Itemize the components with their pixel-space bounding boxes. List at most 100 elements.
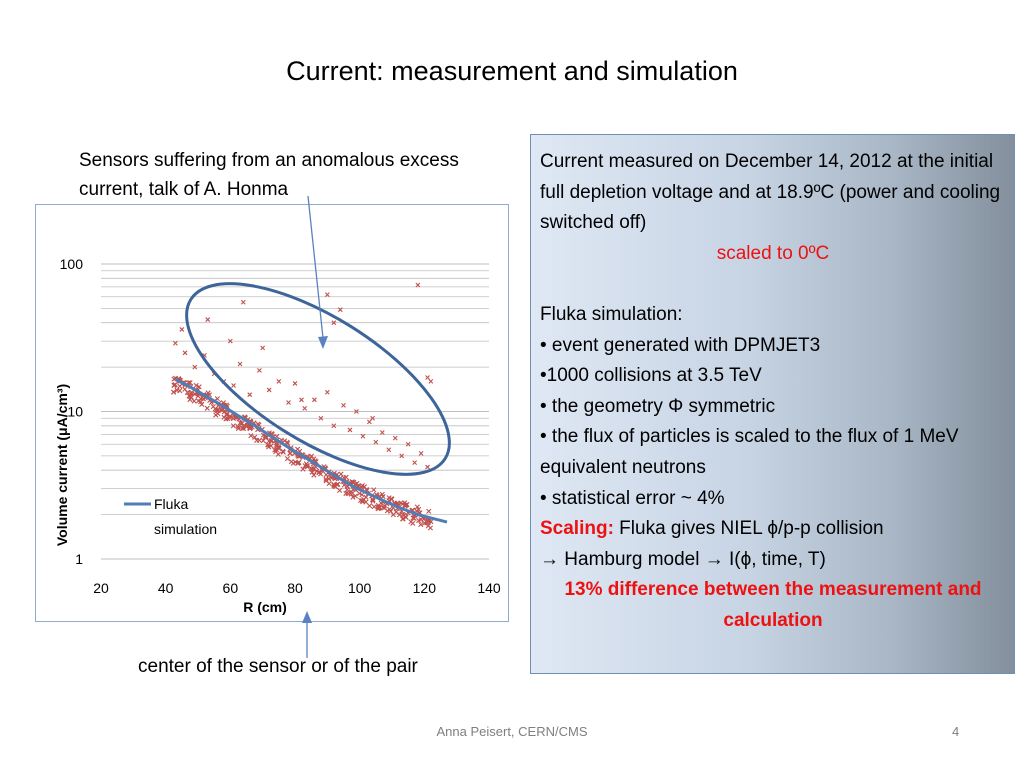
measurement-point — [427, 525, 434, 531]
anomalous-point — [324, 389, 330, 395]
measurement-point — [369, 496, 376, 503]
measurement-point — [352, 493, 358, 499]
anomalous-point — [386, 447, 392, 453]
anomalous-point — [312, 397, 317, 403]
anomalous-point — [418, 451, 424, 456]
anomalous-point — [247, 392, 253, 398]
scaling-text: Fluka gives NIEL ϕ/p-p collision — [613, 518, 884, 540]
anomalous-point — [240, 299, 246, 305]
anomalous-point — [302, 405, 308, 411]
difference-note: 13% difference between the measurement a… — [564, 579, 982, 631]
page-number: 4 — [952, 724, 960, 739]
x-tick-label: 60 — [223, 580, 239, 596]
y-axis-title: Volume current (μA/cm³) — [54, 384, 70, 546]
measurement-point — [204, 405, 210, 411]
measurement-conditions: Current measured on December 14, 2012 at… — [540, 151, 1001, 234]
measurement-point — [363, 499, 369, 505]
y-tick-label: 10 — [67, 404, 83, 420]
measurement-point — [416, 517, 422, 524]
measurement-anomalous-markers — [172, 282, 434, 470]
anomalous-point — [425, 375, 430, 380]
measurement-point — [381, 503, 387, 509]
anomalous-point — [276, 379, 282, 384]
x-tick-label: 40 — [158, 580, 174, 596]
measurement-point — [363, 494, 369, 500]
measurement-point — [326, 480, 332, 487]
sensor-center-annotation: center of the sensor or of the pair — [138, 656, 418, 677]
anomalous-point — [415, 282, 421, 288]
measurement-point — [410, 520, 416, 526]
measurement-point — [170, 389, 177, 395]
measurement-point — [418, 521, 424, 528]
anomalous-point — [324, 292, 330, 298]
measurement-point — [388, 496, 394, 502]
anomalous-point — [373, 439, 379, 445]
anomalous-point — [412, 460, 418, 466]
measurement-point — [177, 388, 183, 394]
y-tick-label: 1 — [75, 551, 83, 567]
measurement-point — [366, 503, 373, 509]
anomalous-point — [347, 427, 353, 433]
volume-current-chart: 20 40 60 80 100 120 140 1 10 100 R (cm) Volume cu… — [54, 256, 501, 615]
x-tick-label: 100 — [348, 580, 372, 596]
measurement-point — [414, 504, 420, 510]
scaling-label: Scaling: — [540, 518, 614, 540]
measurement-point — [376, 505, 383, 511]
measurement-point — [426, 508, 432, 514]
anomalous-point — [202, 353, 207, 358]
spacer — [540, 269, 1006, 300]
anomalous-point — [221, 379, 227, 384]
measurement-point — [171, 382, 178, 388]
anomalous-point — [299, 397, 304, 403]
anomalous-point — [182, 350, 188, 356]
anomalous-point — [341, 403, 346, 408]
anomalous-point — [211, 371, 217, 377]
anomalous-point — [257, 367, 262, 373]
scaled-note: scaled to 0ºC — [716, 242, 830, 264]
measurement-point — [191, 398, 197, 404]
measurement-point — [213, 412, 219, 418]
anomalous-point — [425, 464, 430, 470]
measurement-point — [371, 487, 377, 493]
anomalous-point — [260, 345, 266, 351]
hamburg-model-line: → Hamburg model → I(ϕ, time, T) — [540, 548, 826, 570]
anomalous-current-annotation: Sensors suffering from an anomalous exce… — [79, 150, 459, 200]
anomalous-point — [266, 387, 272, 393]
footer-author: Anna Peisert, CERN/CMS — [436, 724, 588, 739]
anomalous-point — [366, 419, 372, 425]
measurement-point — [416, 506, 422, 512]
measurement-point — [359, 492, 365, 498]
slide-title: Current: measurement and simulation — [286, 56, 738, 86]
x-axis-title: R (cm) — [243, 599, 287, 615]
measurement-point — [284, 456, 291, 462]
anomalous-point — [172, 340, 178, 346]
fluka-bullet-4: • the flux of particles is scaled to the… — [540, 426, 959, 478]
anomalous-point — [292, 381, 298, 386]
measurement-point — [354, 480, 360, 487]
anomalous-point — [205, 317, 211, 322]
anomalous-point — [231, 383, 236, 388]
measurement-point — [370, 498, 376, 504]
y-tick-label: 100 — [60, 256, 84, 272]
anomalous-point — [286, 400, 291, 405]
x-tick-label: 120 — [413, 580, 437, 596]
scaling-line: Scaling: Fluka gives NIEL ϕ/p-p collisio… — [540, 514, 1006, 545]
measurement-point — [331, 482, 337, 489]
chart-frame: 20 40 60 80 100 120 140 1 10 100 R (cm) Volume cu… — [35, 204, 509, 622]
measurement-point — [287, 450, 293, 456]
chart-grid — [101, 263, 489, 560]
fluka-bullet-1: • event generated with DPMJET3 — [540, 334, 821, 356]
measurement-point — [356, 490, 363, 497]
legend-label-line1: Fluka — [154, 496, 188, 512]
anomalous-point — [237, 361, 243, 367]
measurement-point — [338, 471, 344, 477]
measurement-point — [351, 479, 357, 485]
fluka-bullet-2: •1000 collisions at 3.5 TeV — [540, 365, 762, 387]
measurement-point — [403, 514, 409, 520]
fluka-bullet-5: • statistical error ~ 4% — [540, 487, 725, 509]
measurement-point — [379, 491, 385, 497]
fluka-bullet-3: • the geometry Φ symmetric — [540, 395, 776, 417]
legend-label-line2: simulation — [154, 521, 217, 537]
info-box: Current measured on December 14, 2012 at… — [530, 134, 1015, 674]
anomalous-point — [379, 430, 385, 435]
